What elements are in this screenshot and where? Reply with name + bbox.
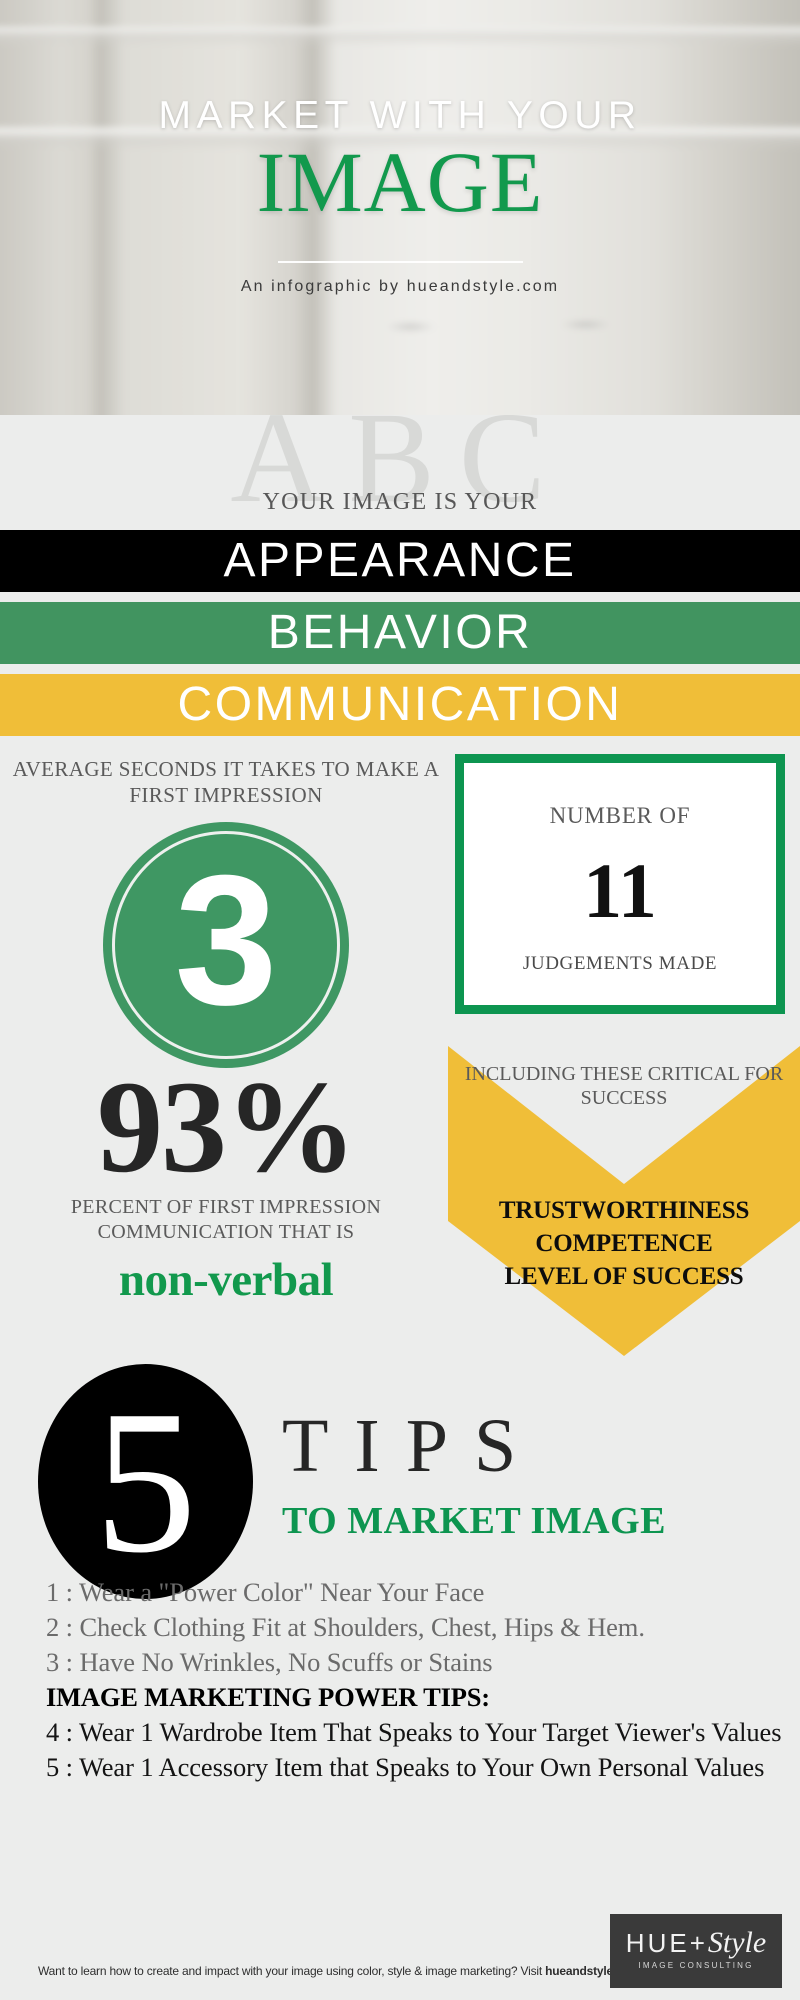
tips-list: 1 : Wear a "Power Color" Near Your Face … [0,1571,800,1785]
chevron-item: COMPETENCE [535,1230,713,1257]
tip-item: 1 : Wear a "Power Color" Near Your Face [46,1577,485,1607]
seconds-caption: AVERAGE SECONDS IT TAKES TO MAKE A FIRST… [12,757,440,808]
tips-number-badge: 5 [38,1364,253,1599]
hero-title: IMAGE [256,134,544,230]
band-communication: COMMUNICATION [0,674,800,736]
hero-overlay [0,0,800,415]
hue-style-logo: HUE+Style IMAGE CONSULTING [610,1914,782,1988]
band-appearance: APPEARANCE [0,530,800,592]
band-behavior: BEHAVIOR [0,602,800,664]
chevron-top-text: INCLUDING THESE CRITICAL FOR SUCCESS [464,1063,784,1110]
judgements-top-label: NUMBER OF [549,803,691,828]
chevron-shape-icon [448,1046,800,1356]
hero-divider [277,261,523,263]
stats-row-2: 93% PERCENT OF FIRST IMPRESSION COMMUNIC… [0,1046,800,1356]
percent-value: 93% [97,1053,357,1200]
judgements-bottom-label: JUDGEMENTS MADE [522,953,718,974]
hero-subtitle: An infographic by hueandstyle.com [240,278,560,295]
chevron-item: TRUSTWORTHINESS [498,1197,750,1224]
band-behavior-label: BEHAVIOR [267,606,533,659]
tips-subtitle: TO MARKET IMAGE [282,1500,667,1542]
tip-item: 4 : Wear 1 Wardrobe Item That Speaks to … [46,1716,782,1747]
band-gap-1 [0,592,800,602]
footer-note-text: Want to learn how to create and impact w… [38,1964,546,1978]
tip-item: 3 : Have No Wrinkles, No Scuffs or Stain… [46,1646,493,1677]
percent-stat: 93% PERCENT OF FIRST IMPRESSION COMMUNIC… [0,1053,452,1306]
abc-watermark: ABC [230,415,570,530]
chevron-items: TRUSTWORTHINESS COMPETENCE LEVEL OF SUCC… [448,1194,800,1293]
band-appearance-label: APPEARANCE [223,534,577,587]
tip-item: 5 : Wear 1 Accessory Item that Speaks to… [46,1751,765,1782]
logo-main-text: HUE+ [625,1928,708,1958]
tips-word: TIPS [282,1404,543,1488]
logo-script-text: Style [707,1926,767,1959]
judgements-value: 11 [583,847,657,934]
chevron-callout: INCLUDING THESE CRITICAL FOR SUCCESS TRU… [448,1046,800,1356]
band-communication-label: COMMUNICATION [177,678,623,731]
seconds-circle: 3 [103,822,349,1069]
closet-background-image [0,0,800,415]
judgements-box: NUMBER OF 11 JUDGEMENTS MADE [455,754,785,1014]
logo-tagline: IMAGE CONSULTING [638,1961,754,1970]
tip-item: 2 : Check Clothing Fit at Shoulders, Che… [46,1611,645,1642]
chevron-item: LEVEL OF SUCCESS [504,1263,744,1290]
seconds-value: 3 [174,837,278,1044]
abc-label: YOUR IMAGE IS YOUR [262,489,538,515]
percent-description: PERCENT OF FIRST IMPRESSION COMMUNICATIO… [70,1195,382,1243]
percent-highlight: non-verbal [118,1253,334,1306]
hero-kicker: MARKET WITH YOUR [158,94,642,137]
footer-note: Want to learn how to create and impact w… [38,1964,640,1978]
band-gap-3 [0,736,800,746]
tips-header: 5 TIPS TO MARKET IMAGE [0,1356,800,1599]
seconds-stat: AVERAGE SECONDS IT TAKES TO MAKE A FIRST… [0,756,452,1069]
hero-section: MARKET WITH YOUR IMAGE An infographic by… [0,0,800,415]
tips-number: 5 [94,1368,197,1595]
footer: Want to learn how to create and impact w… [0,1890,800,2000]
band-gap-2 [0,664,800,674]
logo-wordmark: HUE+Style [610,1928,782,1958]
abc-section: ABC YOUR IMAGE IS YOUR [0,415,800,530]
stats-row-1: AVERAGE SECONDS IT TAKES TO MAKE A FIRST… [0,746,800,1069]
tips-power-heading: IMAGE MARKETING POWER TIPS: [46,1681,490,1712]
